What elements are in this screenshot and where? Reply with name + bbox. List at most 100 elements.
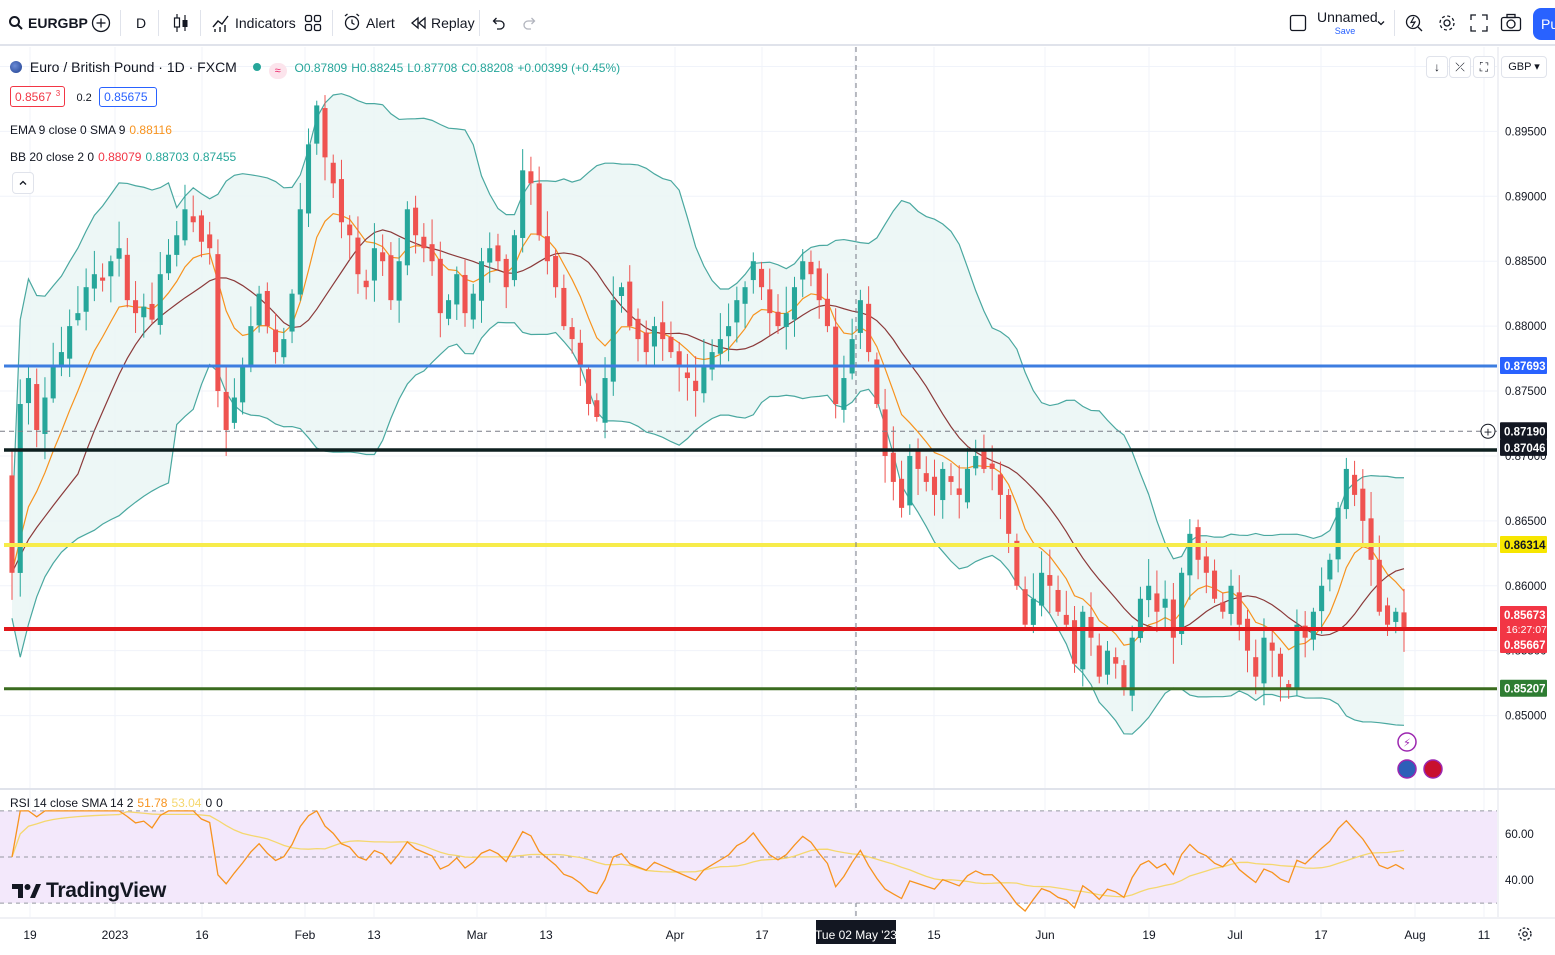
candle-body [1170,599,1176,638]
scroll-down-button[interactable]: ↓ [1426,56,1448,78]
candle-body [190,216,196,223]
candle-body [709,352,715,370]
price-scale-label: 0.85673 16:27:07 [1500,606,1547,639]
countdown-text: 16:27:07 [1506,624,1547,636]
candle-body [34,384,40,430]
candle-body [997,474,1003,495]
ohlc-close: C0.88208 [461,61,514,75]
time-axis-tick: 17 [1314,928,1328,942]
alert-button[interactable]: Alert [343,0,395,46]
time-axis-tick: Feb [295,928,316,942]
camera-icon [1500,13,1522,32]
trade-panel: 0.8567 3 0.2 0.85675 [10,86,161,107]
price-axis-tick: 0.88500 [1505,256,1547,268]
candle-body [495,245,501,262]
candle-body [141,306,147,318]
candle-body [223,391,229,430]
candle-body [1376,559,1382,612]
settings-button[interactable] [1437,0,1457,46]
series-title: Euro / British Pound · 1D · FXCM [29,59,237,75]
candle-body [470,293,476,320]
candle-body [956,488,962,495]
sell-button[interactable]: 0.8567 3 [10,86,66,107]
candles-icon [173,14,188,32]
candle-body [948,476,954,482]
candle-body [594,400,600,417]
candle-body [363,280,369,288]
chevron-up-icon [19,180,27,185]
currency-label: GBP [1508,61,1532,73]
gear-icon [1518,927,1532,941]
chart-canvas[interactable]: +⚡0.900000.895000.890000.885000.880000.8… [0,47,1555,955]
layout-name-button[interactable]: Unnamed Save [1317,9,1378,37]
rsi-legend[interactable]: RSI 14 close SMA 14 2 51.78 53.04 0 0 [10,796,227,810]
price-label-badge [1500,636,1547,654]
snapshot-button[interactable] [1500,0,1522,46]
time-axis-tick: 11 [1478,928,1491,942]
templates-button[interactable] [304,0,322,46]
candle-body [314,105,320,144]
buy-button[interactable]: 0.85675 [99,87,157,107]
indicators-button[interactable]: Indicators [212,0,296,46]
symbol-label: EURGBP [28,15,88,31]
time-axis-settings-button[interactable] [1518,927,1532,941]
bb-legend[interactable]: BB 20 close 2 0 0.88079 0.88703 0.87455 [10,150,240,164]
quick-search-button[interactable] [1404,0,1424,46]
replay-button[interactable]: Replay [410,0,475,46]
fullscreen-button[interactable] [1470,0,1488,46]
time-axis-tick: Jul [1227,928,1242,942]
candle-body [50,365,56,399]
price-label-badge [1500,356,1547,374]
ohlc-low: L0.87708 [407,61,458,75]
layout-menu-button[interactable] [1376,0,1386,46]
layout-checkbox[interactable] [1289,0,1307,46]
flag-eu-gb-icon [10,61,22,73]
ema-label: EMA 9 close 0 SMA 9 [10,123,126,137]
collapse-legend-button[interactable] [12,172,34,194]
lightning-glyph: ⚡ [1403,737,1411,750]
chart-type-button[interactable] [172,0,190,46]
candle-body [264,290,270,327]
currency-select[interactable]: GBP ▾ [1501,56,1547,78]
price-label-badge [1500,422,1547,440]
interval-button[interactable]: D [136,0,146,46]
candle-body [940,468,946,501]
time-axis-tick: 16 [195,928,209,942]
symbol-search-button[interactable]: EURGBP [8,0,88,46]
chart-area[interactable]: +⚡0.900000.895000.890000.885000.880000.8… [0,47,1555,955]
price-axis-tick: 0.86500 [1505,516,1547,528]
rsi-value: 51.78 [137,796,168,810]
collapse-pane-button[interactable]: ⤫ [1449,56,1471,78]
data-delay-icon: ≈ [268,63,287,79]
price-scale-label: 0.87693 [1500,356,1547,374]
candle-body [890,452,896,482]
publish-label: Pu [1541,16,1555,32]
maximize-pane-button[interactable]: ⛶ [1473,56,1495,78]
time-axis-tick: 19 [23,928,37,942]
time-axis-tick: 13 [367,928,381,942]
candle-body [165,254,172,274]
candle-body [1360,488,1366,521]
candle-body [322,108,328,158]
undo-button[interactable] [490,0,506,46]
candle-body [478,261,485,301]
time-axis-tick: 13 [539,928,553,942]
candle-body [899,478,905,508]
candle-body [602,378,608,423]
publish-button[interactable]: Pu [1533,8,1555,40]
time-axis-tick: Aug [1404,928,1425,942]
redo-button[interactable] [522,0,538,46]
candle-body [1343,468,1349,510]
crosshair-add-button[interactable]: + [1480,423,1496,439]
lightning-event-icon [1397,732,1417,752]
candle-body [841,378,847,410]
candle-body [1277,653,1283,677]
compare-add-button[interactable] [90,0,112,46]
alert-label: Alert [366,15,395,31]
ema-legend[interactable]: EMA 9 close 0 SMA 9 0.88116 [10,123,176,137]
candle-body [388,255,394,301]
candle-body [668,336,674,353]
candle-body [1393,611,1399,622]
candle-body [866,303,872,353]
bb-basis-value: 0.88079 [98,150,142,164]
